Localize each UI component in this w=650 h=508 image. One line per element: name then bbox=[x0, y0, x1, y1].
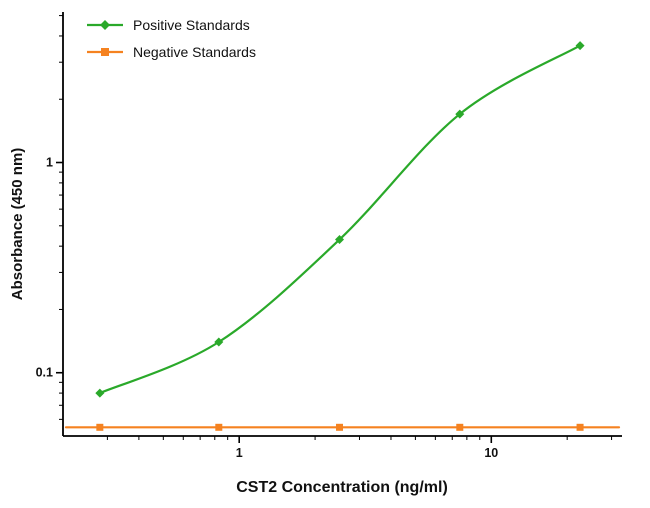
positive-standards-marker bbox=[575, 41, 585, 51]
negative-standards-marker bbox=[576, 423, 584, 431]
series-positive-standards bbox=[95, 41, 585, 398]
legend-swatch-diamond-icon bbox=[87, 20, 123, 30]
positive-standards-marker bbox=[335, 235, 345, 245]
negative-standards-marker bbox=[96, 423, 104, 431]
legend-label-positive-standards: Positive Standards bbox=[133, 17, 250, 33]
legend-label-negative-standards: Negative Standards bbox=[133, 44, 256, 60]
y-axis-label: Absorbance (450 nm) bbox=[9, 148, 26, 301]
legend-item-positive-standards: Positive Standards bbox=[86, 18, 256, 32]
positive-standards-marker bbox=[455, 109, 465, 119]
positive-standards-curve bbox=[98, 44, 582, 395]
positive-standards-marker bbox=[95, 388, 105, 398]
legend-marker-square-icon bbox=[101, 48, 109, 56]
negative-standards-marker bbox=[456, 423, 464, 431]
legend-swatch-square-icon bbox=[87, 48, 123, 56]
x-tick-label: 10 bbox=[484, 446, 498, 460]
x-tick-label: 1 bbox=[236, 446, 243, 460]
series-layer bbox=[64, 41, 621, 431]
positive-standards-marker bbox=[214, 337, 224, 347]
axes: 1 10 0.1 1 bbox=[36, 12, 622, 460]
legend-marker-diamond-icon bbox=[100, 20, 110, 30]
series-negative-standards bbox=[64, 423, 621, 431]
y-tick-label: 0.1 bbox=[36, 366, 53, 380]
negative-standards-marker bbox=[336, 423, 344, 431]
x-axis-label: CST2 Concentration (ng/ml) bbox=[236, 479, 448, 496]
negative-standards-marker bbox=[215, 423, 223, 431]
y-tick-label: 1 bbox=[46, 156, 53, 170]
legend: Positive Standards Negative Standards bbox=[86, 18, 256, 59]
legend-item-negative-standards: Negative Standards bbox=[86, 45, 256, 59]
